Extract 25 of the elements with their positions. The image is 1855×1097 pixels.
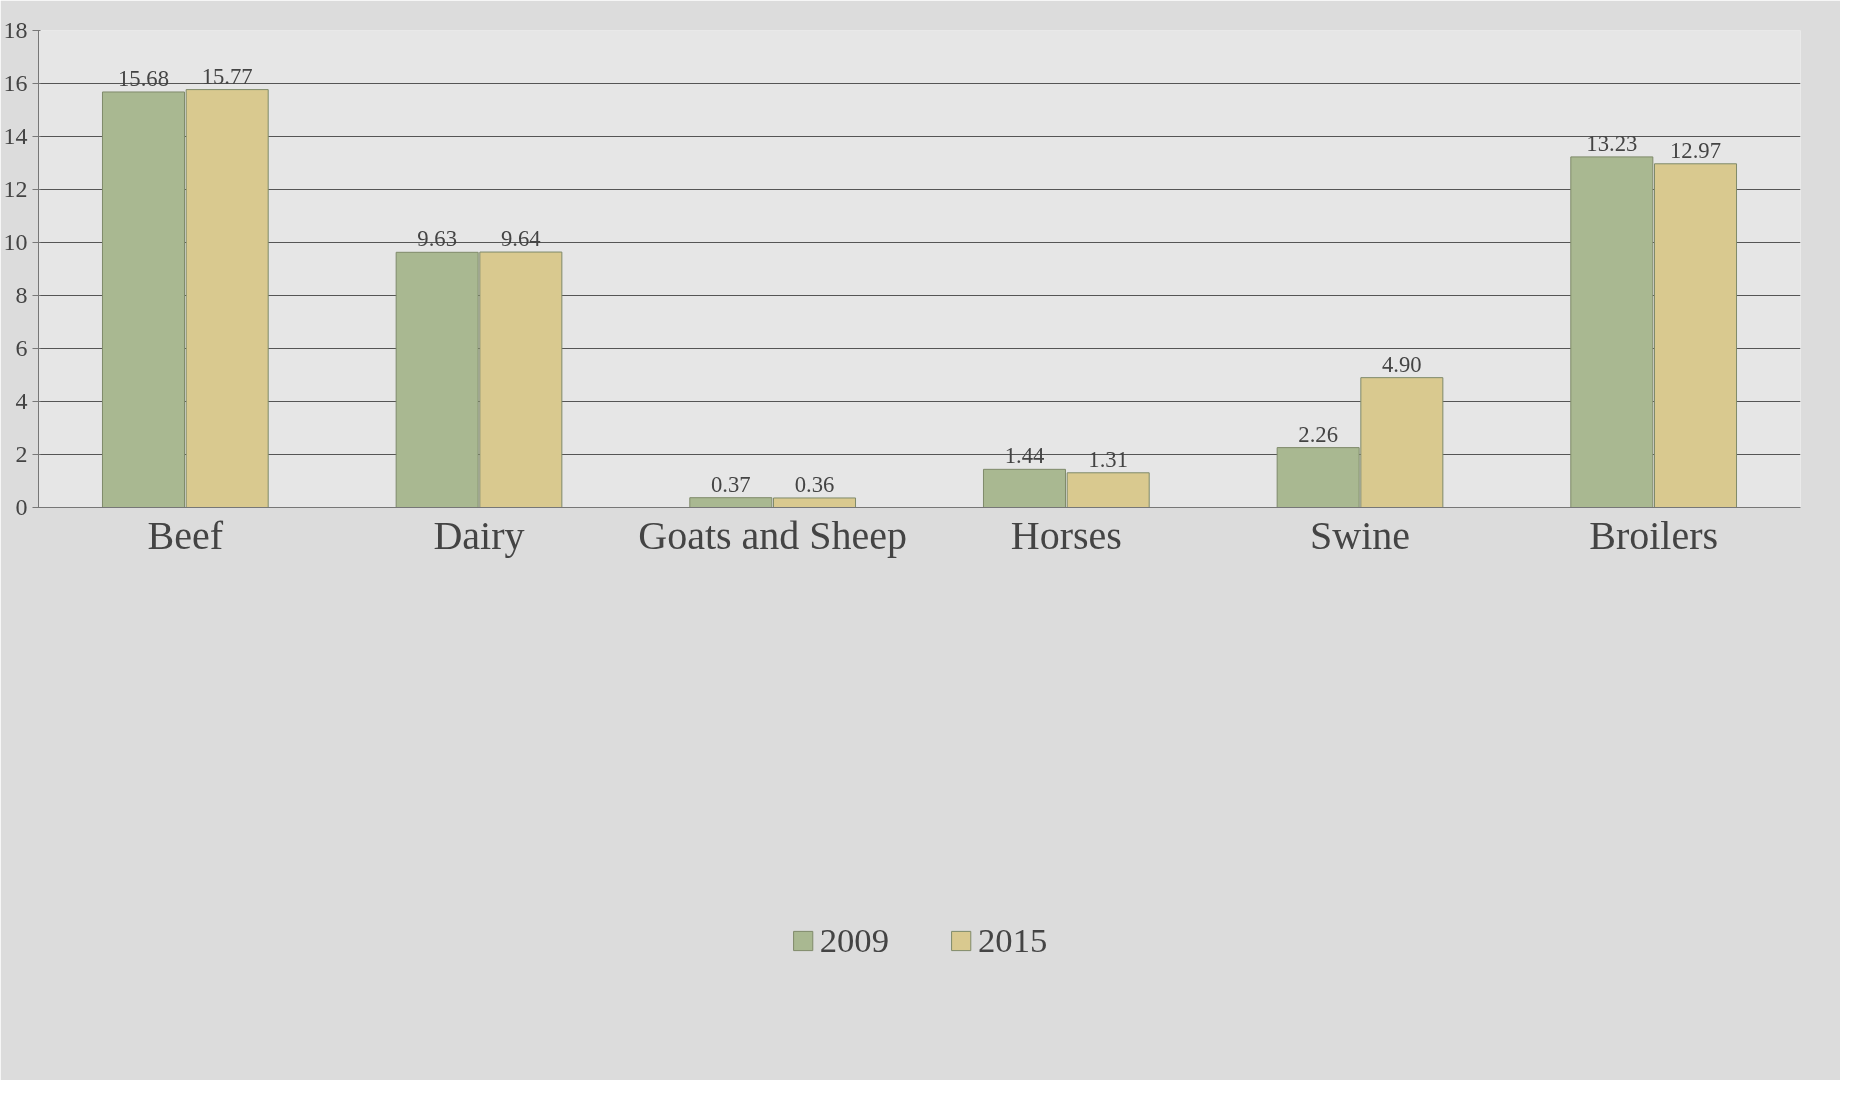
y-tick-label: 0 bbox=[15, 494, 28, 520]
x-tick-label: Broilers bbox=[1589, 512, 1719, 558]
text: 0.37 bbox=[710, 471, 751, 497]
text: 15.77 bbox=[201, 63, 253, 89]
x-tick-label: Swine bbox=[1310, 512, 1410, 558]
x-tick-label: Goats and Sheep bbox=[638, 512, 908, 558]
text: 0.36 bbox=[794, 471, 835, 497]
x-tick-label: Horses bbox=[1010, 512, 1122, 558]
legend-label: 2015 bbox=[978, 920, 1048, 960]
legend-label: 2009 bbox=[819, 920, 889, 960]
x-tick-label: Dairy bbox=[433, 512, 525, 558]
y-tick-label: 8 bbox=[15, 282, 28, 308]
y-tick-label: 2 bbox=[15, 441, 28, 467]
y-tick-label: 16 bbox=[3, 70, 28, 96]
y-tick-label: 12 bbox=[3, 176, 28, 202]
text: 4.90 bbox=[1382, 351, 1422, 377]
text: 12.97 bbox=[1670, 137, 1722, 163]
text: 13.23 bbox=[1586, 130, 1638, 156]
y-tick-label: 14 bbox=[3, 123, 28, 149]
y-tick-label: 6 bbox=[15, 335, 28, 361]
y-tick-label: 18 bbox=[3, 17, 28, 43]
x-tick-label: Beef bbox=[147, 512, 224, 558]
text: 2.26 bbox=[1298, 421, 1338, 447]
y-tick-label: 4 bbox=[15, 388, 28, 414]
y-tick-label: 10 bbox=[3, 229, 28, 255]
